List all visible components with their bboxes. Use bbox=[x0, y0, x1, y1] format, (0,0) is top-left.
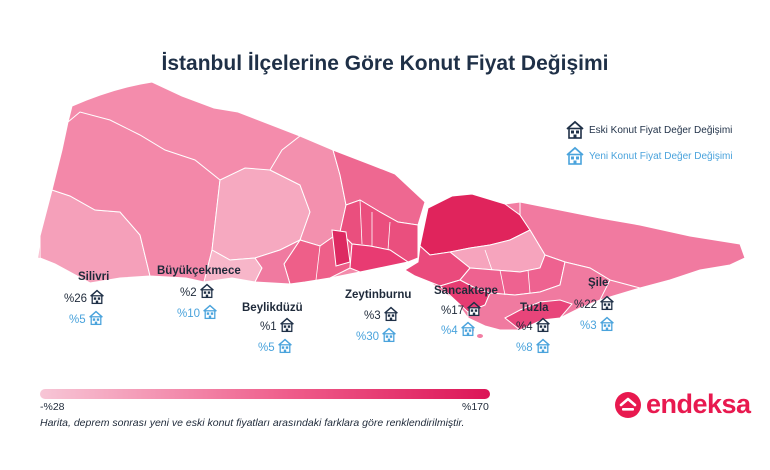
house-icon bbox=[599, 295, 615, 314]
district-name: Silivri bbox=[78, 271, 110, 283]
house-icon bbox=[279, 317, 295, 336]
district-name: Sancaktepe bbox=[434, 285, 498, 297]
map-island-2 bbox=[477, 334, 483, 338]
district-new-value: %30 bbox=[356, 327, 397, 346]
house-icon bbox=[460, 321, 476, 340]
map-district-central-4 bbox=[349, 243, 410, 273]
district-old-value: %26 bbox=[64, 289, 105, 308]
house-icon bbox=[383, 306, 399, 325]
district-old-value: %4 bbox=[516, 317, 551, 336]
house-icon bbox=[566, 120, 584, 139]
district-new-value: %3 bbox=[580, 316, 615, 335]
district-name: Beylikdüzü bbox=[242, 302, 303, 314]
house-icon bbox=[199, 283, 215, 302]
scale-max-label: %170 bbox=[462, 401, 489, 413]
district-new-value: %5 bbox=[258, 338, 293, 357]
map-district-central-3 bbox=[254, 238, 302, 285]
footnote: Harita, deprem sonrası yeni ve eski konu… bbox=[40, 417, 465, 429]
house-icon bbox=[89, 289, 105, 308]
map-district-central-5 bbox=[331, 229, 351, 267]
house-icon bbox=[466, 301, 482, 320]
legend-new-label: Yeni Konut Fiyat Değer Değişimi bbox=[589, 150, 733, 162]
map-district-tuzla bbox=[504, 299, 573, 331]
endeksa-logo: endeksa bbox=[614, 389, 751, 420]
district-old-value: %22 bbox=[574, 295, 615, 314]
district-old-value: %17 bbox=[441, 301, 482, 320]
district-name: Zeytinburnu bbox=[345, 289, 412, 301]
district-new-value: %5 bbox=[69, 310, 104, 329]
logo-mark-icon bbox=[615, 391, 641, 418]
district-name: Şile bbox=[588, 277, 609, 289]
house-icon bbox=[202, 304, 218, 323]
district-new-value: %10 bbox=[177, 304, 218, 323]
house-icon bbox=[599, 316, 615, 335]
legend-old-label: Eski Konut Fiyat Değer Değişimi bbox=[589, 124, 733, 136]
color-scale-bar bbox=[40, 389, 490, 399]
legend-old: Eski Konut Fiyat Değer Değişimi bbox=[565, 120, 732, 140]
district-old-value: %1 bbox=[260, 317, 295, 336]
scale-min-label: -%28 bbox=[40, 401, 65, 413]
page-title: İstanbul İlçelerine Göre Konut Fiyat Değ… bbox=[161, 52, 609, 75]
house-icon bbox=[381, 327, 397, 346]
district-new-value: %4 bbox=[441, 321, 476, 340]
house-icon bbox=[566, 146, 584, 165]
logo-text: endeksa bbox=[646, 389, 751, 419]
house-icon bbox=[535, 317, 551, 336]
house-icon bbox=[88, 310, 104, 329]
map-district-borders bbox=[315, 199, 531, 296]
house-icon bbox=[535, 338, 551, 357]
district-name: Büyükçekmece bbox=[157, 265, 241, 277]
house-icon bbox=[277, 338, 293, 357]
district-name: Tuzla bbox=[520, 302, 549, 314]
map-district-pendik bbox=[467, 261, 611, 331]
district-old-value: %3 bbox=[364, 306, 399, 325]
district-new-value: %8 bbox=[516, 338, 551, 357]
legend-new: Yeni Konut Fiyat Değer Değişimi bbox=[565, 146, 733, 166]
district-old-value: %2 bbox=[180, 283, 215, 302]
